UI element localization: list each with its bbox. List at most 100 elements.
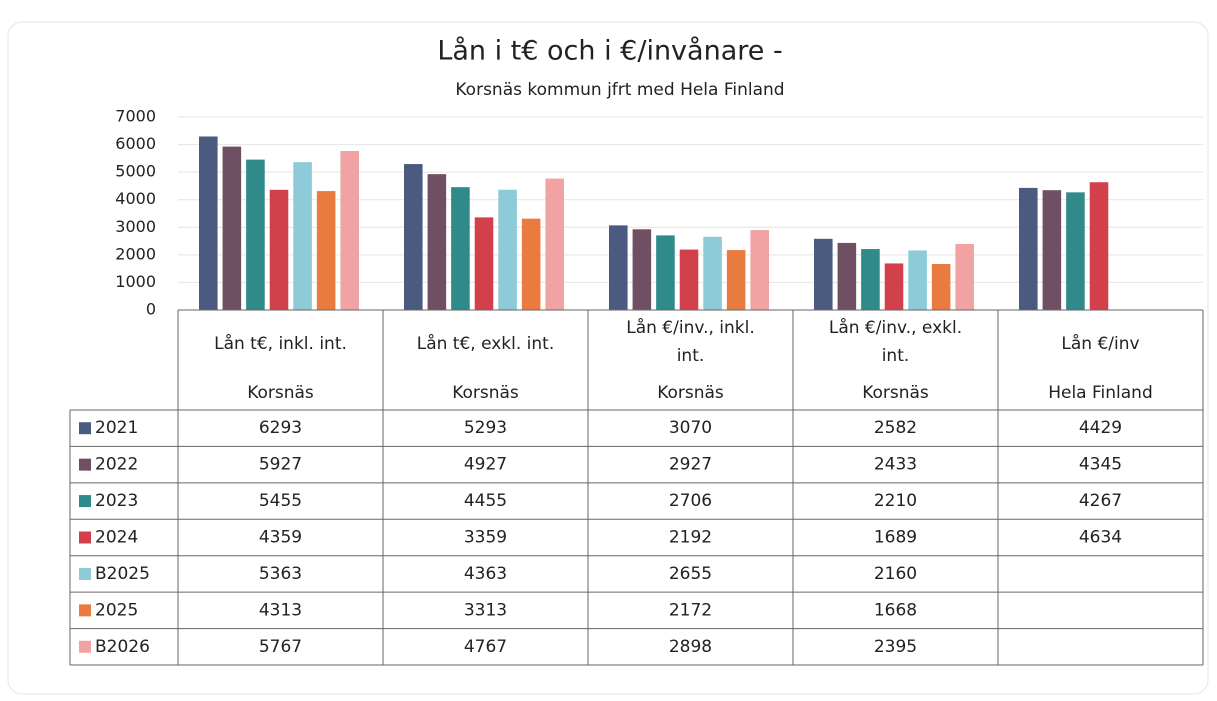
bar bbox=[632, 229, 652, 310]
table-value: 2172 bbox=[669, 600, 712, 620]
table-value: 5293 bbox=[464, 418, 507, 438]
table-value: 1689 bbox=[874, 528, 917, 548]
legend-label: B2025 bbox=[95, 564, 150, 584]
x-tick-label: Hela Finland bbox=[1048, 383, 1153, 403]
y-tick-label: 5000 bbox=[115, 162, 156, 181]
bar bbox=[545, 178, 564, 310]
table-value: 6293 bbox=[259, 418, 302, 438]
x-tick-label: int. bbox=[882, 346, 910, 366]
table-value: 2395 bbox=[874, 637, 917, 657]
legend-swatch bbox=[79, 458, 91, 471]
table-value: 3070 bbox=[669, 418, 712, 438]
bar bbox=[955, 243, 974, 310]
bar bbox=[1019, 187, 1038, 310]
table-value: 2210 bbox=[874, 491, 917, 511]
x-tick-label: Korsnäs bbox=[452, 383, 519, 403]
x-tick-label: Lån t€, exkl. int. bbox=[417, 333, 555, 354]
bar bbox=[861, 249, 880, 310]
table-value: 4267 bbox=[1079, 491, 1122, 511]
table-value: 4767 bbox=[464, 637, 507, 657]
legend-swatch bbox=[79, 531, 91, 544]
x-tick-label: Lån €/inv., inkl. bbox=[626, 317, 755, 338]
bar bbox=[474, 217, 494, 310]
bar bbox=[656, 235, 675, 310]
table-value: 4634 bbox=[1079, 528, 1122, 548]
table-value: 2433 bbox=[874, 455, 917, 475]
table-value: 4363 bbox=[464, 564, 507, 584]
y-tick-label: 1000 bbox=[115, 272, 156, 291]
table-value: 2706 bbox=[669, 491, 712, 511]
y-tick-label: 0 bbox=[146, 300, 156, 319]
legend-label: 2021 bbox=[95, 418, 138, 438]
legend-swatch bbox=[79, 567, 91, 580]
bar bbox=[837, 242, 857, 310]
legend-swatch bbox=[79, 640, 91, 653]
bar bbox=[451, 187, 470, 310]
bar bbox=[246, 159, 265, 310]
chart-subtitle: Korsnäs kommun jfrt med Hela Finland bbox=[455, 80, 784, 100]
table-value: 5363 bbox=[259, 564, 302, 584]
x-tick-label: int. bbox=[677, 346, 705, 366]
y-tick-label: 4000 bbox=[115, 189, 156, 208]
legend-label: 2024 bbox=[95, 528, 138, 548]
table-value: 5455 bbox=[259, 491, 302, 511]
y-tick-label: 7000 bbox=[115, 107, 156, 126]
bar bbox=[726, 250, 746, 310]
table-value: 2898 bbox=[669, 637, 712, 657]
bar bbox=[884, 263, 904, 310]
y-tick-label: 2000 bbox=[115, 244, 156, 263]
bar bbox=[609, 225, 628, 310]
bar bbox=[521, 218, 541, 310]
bar bbox=[908, 250, 927, 310]
bar bbox=[222, 146, 242, 310]
legend-swatch bbox=[79, 422, 91, 435]
legend-label: 2023 bbox=[95, 491, 138, 511]
x-tick-label: Korsnäs bbox=[862, 383, 929, 403]
bar bbox=[199, 136, 218, 310]
bar bbox=[750, 230, 769, 310]
x-tick-label: Korsnäs bbox=[657, 383, 724, 403]
legend-label: B2026 bbox=[95, 637, 150, 657]
x-tick-label: Lån €/inv., exkl. bbox=[829, 317, 962, 338]
frame bbox=[7, 21, 1209, 695]
bar bbox=[498, 189, 517, 310]
y-tick-label: 6000 bbox=[115, 134, 156, 153]
table-value: 5927 bbox=[259, 455, 302, 475]
bar bbox=[814, 238, 833, 310]
table-value: 2160 bbox=[874, 564, 917, 584]
chart-title: Lån i t€ och i €/invånare - bbox=[437, 36, 782, 67]
legend-swatch bbox=[79, 495, 91, 508]
table-value: 2655 bbox=[669, 564, 712, 584]
legend-label: 2022 bbox=[95, 455, 138, 475]
bar bbox=[316, 191, 336, 310]
y-tick-label: 3000 bbox=[115, 217, 156, 236]
x-tick-label: Lån t€, inkl. int. bbox=[214, 333, 347, 354]
bar bbox=[427, 174, 447, 310]
table-value: 3313 bbox=[464, 600, 507, 620]
bar bbox=[269, 189, 289, 310]
table-value: 1668 bbox=[874, 600, 917, 620]
table-value: 3359 bbox=[464, 528, 507, 548]
table-value: 4313 bbox=[259, 600, 302, 620]
bar bbox=[1066, 192, 1085, 310]
table-value: 2192 bbox=[669, 528, 712, 548]
table-value: 4927 bbox=[464, 455, 507, 475]
bar bbox=[1042, 190, 1062, 310]
table-value: 4359 bbox=[259, 528, 302, 548]
table-value: 2582 bbox=[874, 418, 917, 438]
bar bbox=[703, 236, 722, 310]
table-value: 2927 bbox=[669, 455, 712, 475]
x-tick-label: Korsnäs bbox=[247, 383, 314, 403]
legend-swatch bbox=[79, 604, 91, 617]
table-value: 4345 bbox=[1079, 455, 1122, 475]
bar bbox=[404, 164, 423, 310]
bar bbox=[1089, 182, 1109, 310]
legend-label: 2025 bbox=[95, 600, 138, 620]
bar bbox=[931, 264, 951, 310]
table-value: 4455 bbox=[464, 491, 507, 511]
table-value: 4429 bbox=[1079, 418, 1122, 438]
table-value: 5767 bbox=[259, 637, 302, 657]
bar bbox=[293, 162, 312, 310]
bar bbox=[679, 249, 699, 310]
